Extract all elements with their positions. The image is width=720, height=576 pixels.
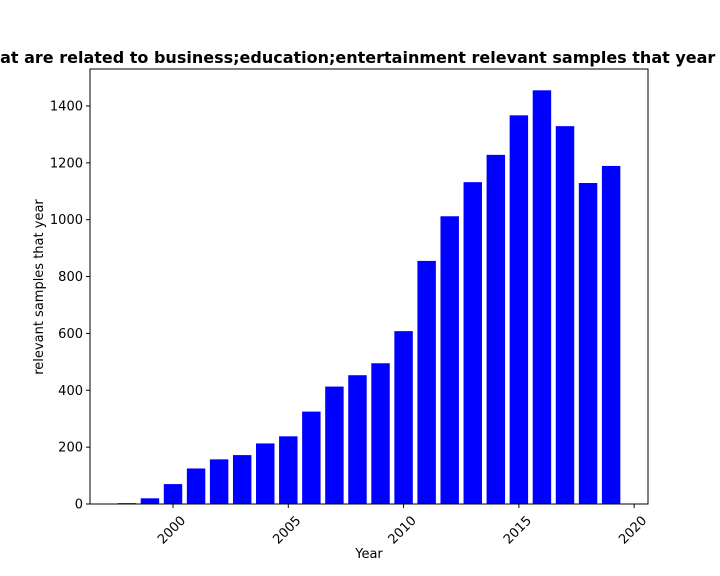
y-axis-ticks: 0 200 400 600 800 1000 1200 1400: [50, 99, 90, 513]
bar-2011: [417, 260, 436, 504]
x-axis-label: Year: [354, 547, 383, 562]
y-axis-label: relevant samples that year: [32, 199, 47, 375]
x-tick-label: 2005: [270, 513, 304, 547]
bars-group: [117, 90, 621, 505]
y-tick-label: 0: [75, 498, 83, 513]
x-tick-label: 2015: [501, 513, 535, 547]
x-tick-label: 2020: [616, 513, 650, 547]
y-tick-label: 1200: [50, 156, 83, 171]
x-tick-label: 2010: [386, 513, 420, 547]
y-tick-label: 200: [58, 441, 83, 456]
bar-2006: [302, 411, 321, 504]
y-tick-label: 600: [58, 327, 83, 342]
chart-title: Number of papers that are related to bus…: [0, 48, 720, 67]
bar-2003: [232, 455, 252, 504]
y-tick-label: 1400: [50, 99, 83, 114]
y-tick-label: 800: [58, 270, 83, 285]
bar-2010: [394, 331, 413, 504]
y-tick-label: 1000: [50, 213, 83, 228]
y-tick-label: 400: [58, 384, 83, 399]
x-tick-label: 2000: [155, 513, 189, 547]
bar-2002: [209, 459, 229, 504]
bar-2014: [486, 154, 506, 505]
bar-2008: [348, 375, 367, 504]
bar-2007: [325, 386, 344, 504]
bar-2005: [279, 436, 298, 504]
plot-area-frame: [89, 68, 649, 505]
bar-1999: [140, 498, 160, 504]
bar-2015: [509, 115, 529, 504]
bar-2019: [601, 165, 621, 504]
bar-2009: [371, 363, 390, 504]
bar-2017: [555, 126, 575, 505]
bar-2016: [532, 90, 552, 504]
bar-2012: [440, 216, 459, 504]
bar-2004: [256, 443, 275, 504]
x-axis-ticks: 2000 2005 2010 2015 2020: [155, 504, 650, 547]
bar-2013: [463, 182, 482, 504]
bar-2000: [163, 484, 183, 504]
bar-2018: [578, 183, 598, 504]
bar-2001: [186, 468, 206, 504]
